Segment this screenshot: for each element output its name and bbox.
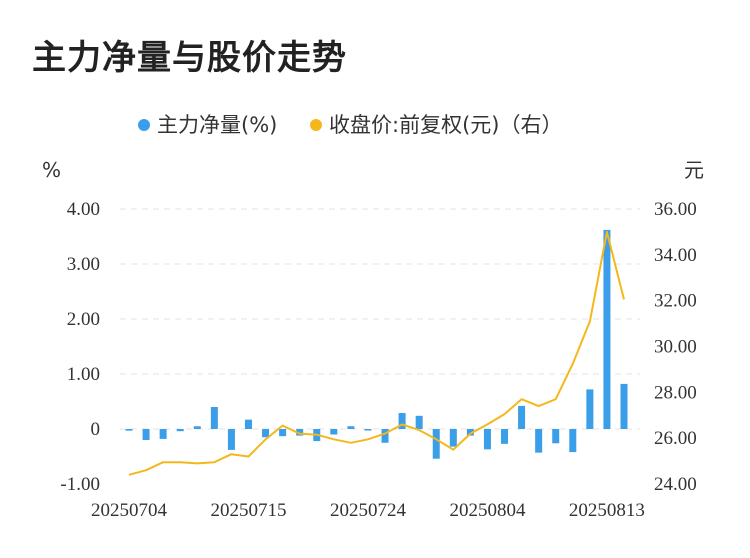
bar-22 [483,429,491,450]
right-tick-label: 28.00 [654,382,697,403]
bar-7 [227,429,235,450]
x-tick-label: 20250724 [330,500,407,521]
bar-19 [432,429,440,459]
bar-17 [398,413,406,429]
legend: 主力净量(%) 收盘价:前复权(元)（右） [138,113,562,137]
bar-series [125,229,628,459]
bar-16 [381,429,389,443]
chart-title: 主力净量与股价走势 [32,38,347,78]
x-tick-label: 20250704 [91,500,168,521]
left-tick-label: 3.00 [67,254,100,275]
right-tick-label: 32.00 [654,291,697,312]
legend-marker-1 [138,119,150,131]
bar-2 [142,429,150,440]
bar-3 [159,429,167,439]
bar-29 [603,229,611,429]
bar-27 [569,429,577,453]
right-tick-label: 24.00 [654,474,697,495]
bar-18 [415,415,423,429]
grid [120,208,640,430]
legend-marker-2 [310,119,322,131]
axis-left: % -1.00 0 1.00 2.00 3.00 4.00 [42,158,100,495]
bar-9 [262,429,270,438]
left-tick-label: 2.00 [67,309,100,330]
left-tick-label: 1.00 [67,364,100,385]
bar-15 [364,429,372,431]
bar-8 [244,419,252,429]
price-line [128,230,625,476]
bar-23 [501,429,509,444]
right-axis-unit: 元 [684,158,704,182]
bar-10 [279,429,287,437]
right-tick-label: 34.00 [654,245,697,266]
bar-26 [552,429,560,444]
left-tick-label: 0 [91,419,101,440]
bar-11 [296,429,304,436]
x-tick-label: 20250715 [210,500,286,521]
x-tick-label: 20250804 [449,500,526,521]
legend-label-1: 主力净量(%) [157,113,277,137]
bar-6 [210,407,218,429]
bar-24 [518,405,526,429]
bar-20 [449,429,457,447]
bar-5 [193,426,201,429]
legend-label-2: 收盘价:前复权(元)（右） [329,113,562,137]
bar-4 [176,429,184,432]
bar-14 [347,426,355,429]
right-tick-label: 36.00 [654,199,697,220]
left-tick-label: -1.00 [60,474,100,495]
right-tick-label: 30.00 [654,337,697,358]
left-tick-label: 4.00 [67,199,100,220]
line-series [128,230,625,476]
bar-21 [466,429,474,436]
bar-1 [125,429,133,431]
bar-28 [586,389,594,429]
left-axis-unit: % [42,158,61,182]
bar-30 [620,383,628,429]
axis-x: 20250704 20250715 20250724 20250804 20250813 [91,500,645,521]
x-tick-label: 20250813 [569,500,645,521]
bar-13 [330,429,338,435]
axis-right: 元 24.00 26.00 28.00 30.00 32.00 34.00 36.00 [654,158,704,495]
right-tick-label: 26.00 [654,428,697,449]
bar-25 [535,429,543,453]
